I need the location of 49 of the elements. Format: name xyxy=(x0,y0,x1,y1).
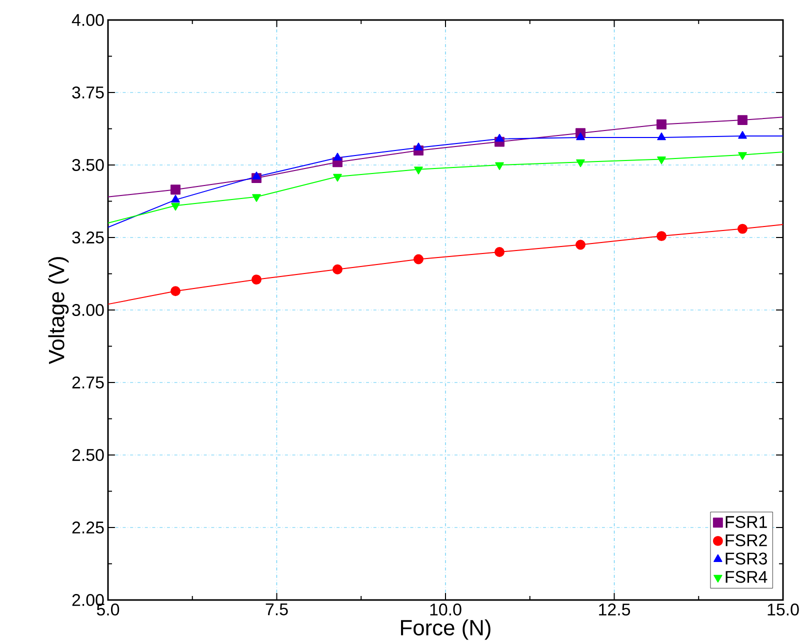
y-tick-label: 2.00 xyxy=(72,594,104,606)
point xyxy=(657,156,666,164)
point xyxy=(738,224,748,234)
point xyxy=(171,202,180,211)
y-tick-label: 3.00 xyxy=(72,304,104,316)
point xyxy=(576,240,586,250)
y-tick-label: 2.25 xyxy=(72,522,104,534)
point xyxy=(657,132,666,140)
point xyxy=(252,194,261,202)
x-tick-label: 5.0 xyxy=(96,604,120,616)
y-tick-label: 3.25 xyxy=(72,232,104,244)
legend-label: FSR4 xyxy=(726,570,768,583)
legend-label: FSR2 xyxy=(726,534,767,546)
point xyxy=(170,184,180,195)
y-axis-title: Voltage (V) xyxy=(48,257,69,364)
point xyxy=(656,119,666,130)
point xyxy=(576,132,585,140)
line-series xyxy=(108,224,784,305)
point xyxy=(495,162,504,170)
x-axis-title: Force (N) xyxy=(401,619,490,640)
point xyxy=(738,131,747,139)
y-tick-label: 3.75 xyxy=(72,86,104,98)
point xyxy=(252,172,261,180)
legend-label: FSR3 xyxy=(726,552,767,565)
y-tick-label: 2.50 xyxy=(72,449,104,461)
point xyxy=(656,231,666,242)
y-tick-label: 2.75 xyxy=(72,376,104,388)
x-tick-label: 12.5 xyxy=(599,604,630,616)
x-tick-label: 15.0 xyxy=(768,604,799,616)
point xyxy=(414,142,423,150)
point xyxy=(333,152,342,160)
point xyxy=(414,254,424,264)
point xyxy=(252,274,262,285)
x-tick-label: 10.0 xyxy=(430,604,462,616)
legend-label: FSR1 xyxy=(726,516,767,528)
point xyxy=(170,286,180,296)
point xyxy=(494,247,504,257)
point xyxy=(171,194,180,203)
point xyxy=(414,166,423,174)
x-tick-label: 7.5 xyxy=(266,604,288,616)
point xyxy=(738,115,748,126)
point xyxy=(495,134,504,142)
line-series xyxy=(108,151,784,224)
point xyxy=(738,152,747,160)
point xyxy=(333,174,342,182)
point xyxy=(332,264,342,274)
y-tick-label: 4.00 xyxy=(72,14,104,26)
point xyxy=(576,159,585,168)
y-tick-label: 3.50 xyxy=(72,158,104,171)
